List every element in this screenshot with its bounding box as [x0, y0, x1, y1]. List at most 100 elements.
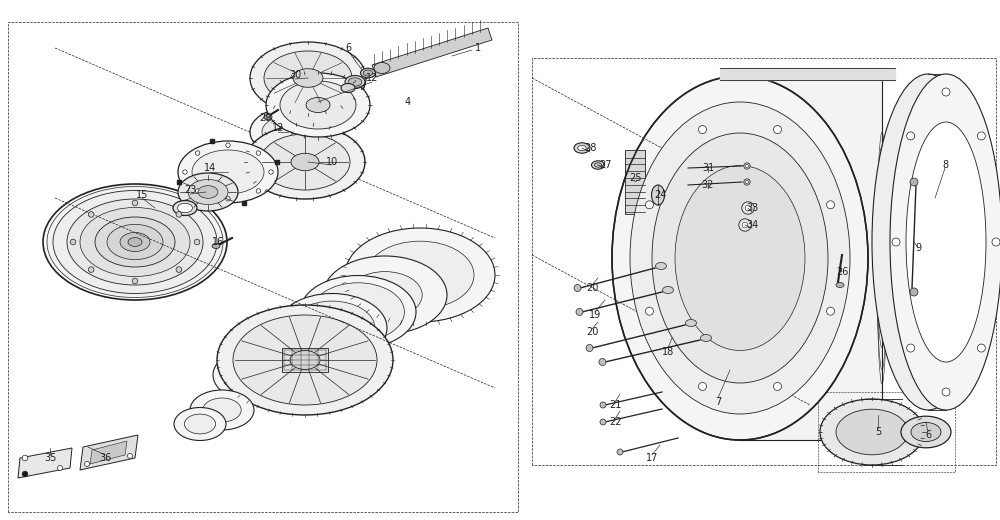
Text: 22: 22 — [609, 417, 621, 427]
Polygon shape — [928, 74, 946, 410]
Circle shape — [195, 189, 200, 193]
Circle shape — [617, 449, 623, 455]
Text: 32: 32 — [702, 180, 714, 190]
Ellipse shape — [268, 317, 348, 367]
Ellipse shape — [662, 287, 674, 293]
Text: 12: 12 — [272, 123, 284, 133]
Circle shape — [600, 402, 606, 408]
Ellipse shape — [312, 283, 404, 341]
Ellipse shape — [901, 416, 951, 448]
Text: 1: 1 — [475, 43, 481, 53]
Circle shape — [195, 151, 200, 155]
Circle shape — [269, 170, 273, 174]
Circle shape — [128, 453, 133, 459]
Text: 18: 18 — [662, 347, 674, 357]
Polygon shape — [80, 435, 138, 470]
Text: 19: 19 — [589, 310, 601, 320]
Ellipse shape — [345, 75, 365, 88]
Circle shape — [256, 151, 261, 155]
Circle shape — [910, 288, 918, 296]
Ellipse shape — [43, 184, 227, 300]
Ellipse shape — [363, 70, 373, 76]
Circle shape — [599, 358, 606, 366]
Text: 12: 12 — [366, 73, 378, 83]
Text: 20: 20 — [586, 283, 598, 293]
Text: 5: 5 — [875, 427, 881, 437]
Circle shape — [88, 267, 94, 272]
Ellipse shape — [256, 309, 360, 374]
Ellipse shape — [120, 232, 150, 252]
Text: 35: 35 — [44, 453, 56, 463]
Ellipse shape — [188, 179, 228, 204]
Ellipse shape — [300, 276, 416, 348]
Ellipse shape — [107, 225, 163, 259]
Circle shape — [992, 238, 1000, 246]
Circle shape — [942, 88, 950, 96]
Circle shape — [176, 212, 182, 217]
Text: 7: 7 — [715, 397, 721, 407]
Text: 30: 30 — [289, 70, 301, 80]
Ellipse shape — [80, 207, 190, 277]
Ellipse shape — [289, 301, 375, 355]
Ellipse shape — [306, 98, 330, 112]
Polygon shape — [930, 225, 962, 233]
Text: 20: 20 — [586, 327, 598, 337]
Ellipse shape — [178, 141, 278, 203]
Ellipse shape — [47, 187, 223, 297]
Ellipse shape — [652, 133, 828, 383]
Ellipse shape — [67, 199, 203, 285]
Polygon shape — [930, 208, 962, 216]
Ellipse shape — [280, 81, 356, 129]
Ellipse shape — [291, 153, 319, 171]
Ellipse shape — [250, 42, 366, 114]
Circle shape — [774, 382, 782, 391]
Circle shape — [88, 212, 94, 217]
Circle shape — [745, 164, 749, 167]
Ellipse shape — [348, 78, 362, 86]
Polygon shape — [930, 266, 962, 274]
Ellipse shape — [198, 186, 218, 198]
Polygon shape — [740, 76, 882, 440]
Ellipse shape — [361, 68, 376, 78]
Ellipse shape — [348, 271, 422, 318]
Circle shape — [226, 197, 230, 201]
Circle shape — [183, 170, 187, 174]
Ellipse shape — [260, 134, 350, 190]
Text: 26: 26 — [836, 267, 848, 277]
Text: 28: 28 — [584, 143, 596, 153]
Circle shape — [774, 126, 782, 134]
Circle shape — [892, 238, 900, 246]
Ellipse shape — [890, 74, 1000, 410]
Text: 24: 24 — [654, 190, 666, 200]
Circle shape — [942, 388, 950, 396]
Circle shape — [977, 344, 985, 352]
Ellipse shape — [290, 350, 320, 369]
Ellipse shape — [225, 356, 285, 394]
Circle shape — [22, 455, 28, 461]
Circle shape — [600, 419, 606, 425]
Circle shape — [70, 239, 76, 245]
Text: 6: 6 — [345, 43, 351, 53]
Text: 17: 17 — [646, 453, 658, 463]
Ellipse shape — [192, 150, 264, 194]
Ellipse shape — [53, 190, 217, 293]
Polygon shape — [18, 448, 72, 478]
Ellipse shape — [178, 203, 193, 213]
Text: 33: 33 — [746, 203, 758, 213]
Text: 16: 16 — [212, 237, 224, 247]
Text: 14: 14 — [204, 163, 216, 173]
Circle shape — [576, 308, 583, 316]
Ellipse shape — [592, 161, 605, 169]
Ellipse shape — [184, 414, 216, 434]
Polygon shape — [625, 150, 645, 214]
Circle shape — [827, 201, 835, 209]
Ellipse shape — [213, 348, 297, 401]
Circle shape — [194, 239, 200, 245]
Text: 8: 8 — [942, 160, 948, 170]
Circle shape — [698, 126, 706, 134]
Ellipse shape — [911, 422, 941, 441]
Circle shape — [744, 163, 750, 169]
Ellipse shape — [128, 238, 142, 246]
Ellipse shape — [836, 409, 908, 455]
Text: 25: 25 — [629, 173, 641, 183]
